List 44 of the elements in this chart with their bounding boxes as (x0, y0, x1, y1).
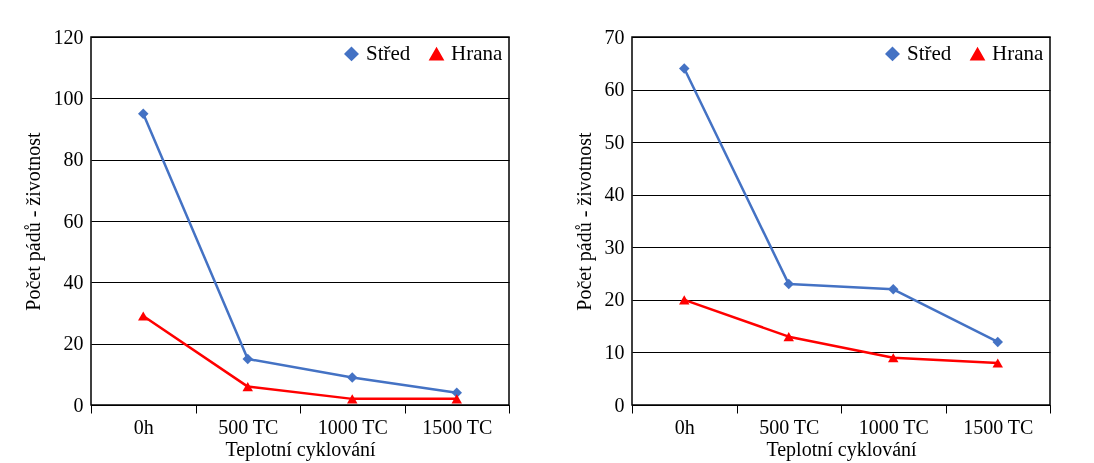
point (679, 63, 690, 74)
y-tick-label: 120 (53, 25, 84, 48)
y-tick-label: 60 (604, 78, 625, 101)
point (888, 353, 899, 363)
point (783, 278, 794, 290)
point (138, 311, 149, 321)
y-tick-label: 0 (614, 393, 625, 416)
y-tick-label: 20 (63, 332, 84, 355)
x-tick-label: 1500 TC (963, 415, 1034, 438)
x-tick-label: 0h (674, 415, 695, 438)
y-tick-label: 50 (604, 130, 625, 153)
x-tick-label: 1000 TC (317, 415, 388, 438)
point (138, 108, 149, 119)
x-axis-title: Teplotní cyklování (766, 437, 918, 461)
y-tick-label: 40 (604, 183, 625, 206)
y-tick-label: 100 (53, 86, 84, 109)
y-tick-label: 20 (604, 288, 625, 311)
legend-label: Hrana (992, 41, 1044, 66)
x-tick-label: 1500 TC (422, 415, 493, 438)
legend-label: Střed (907, 40, 952, 65)
point (347, 372, 358, 383)
x-axis-title: Teplotní cyklování (225, 437, 377, 461)
y-axis-title: Počet pádů - životnost (21, 131, 45, 311)
point (451, 387, 462, 398)
y-tick-label: 80 (63, 148, 84, 171)
x-tick-label: 0h (133, 415, 154, 438)
x-tick-label: 1000 TC (858, 415, 929, 438)
y-tick-label: 40 (63, 270, 84, 293)
point (242, 353, 253, 365)
y-axis-title: Počet pádů - životnost (572, 131, 596, 311)
y-tick-label: 60 (63, 209, 84, 232)
point (888, 284, 899, 295)
legend-label: Střed (366, 40, 411, 65)
y-tick-label: 70 (604, 25, 625, 48)
point (242, 382, 253, 392)
point (783, 332, 794, 342)
y-tick-label: 0 (73, 393, 84, 416)
x-tick-label: 500 TC (759, 415, 820, 438)
point (451, 394, 462, 404)
legend-label: Hrana (451, 41, 503, 66)
point (992, 336, 1003, 348)
y-tick-label: 10 (604, 340, 625, 363)
x-tick-label: 500 TC (218, 415, 279, 438)
y-tick-label: 30 (604, 235, 625, 258)
